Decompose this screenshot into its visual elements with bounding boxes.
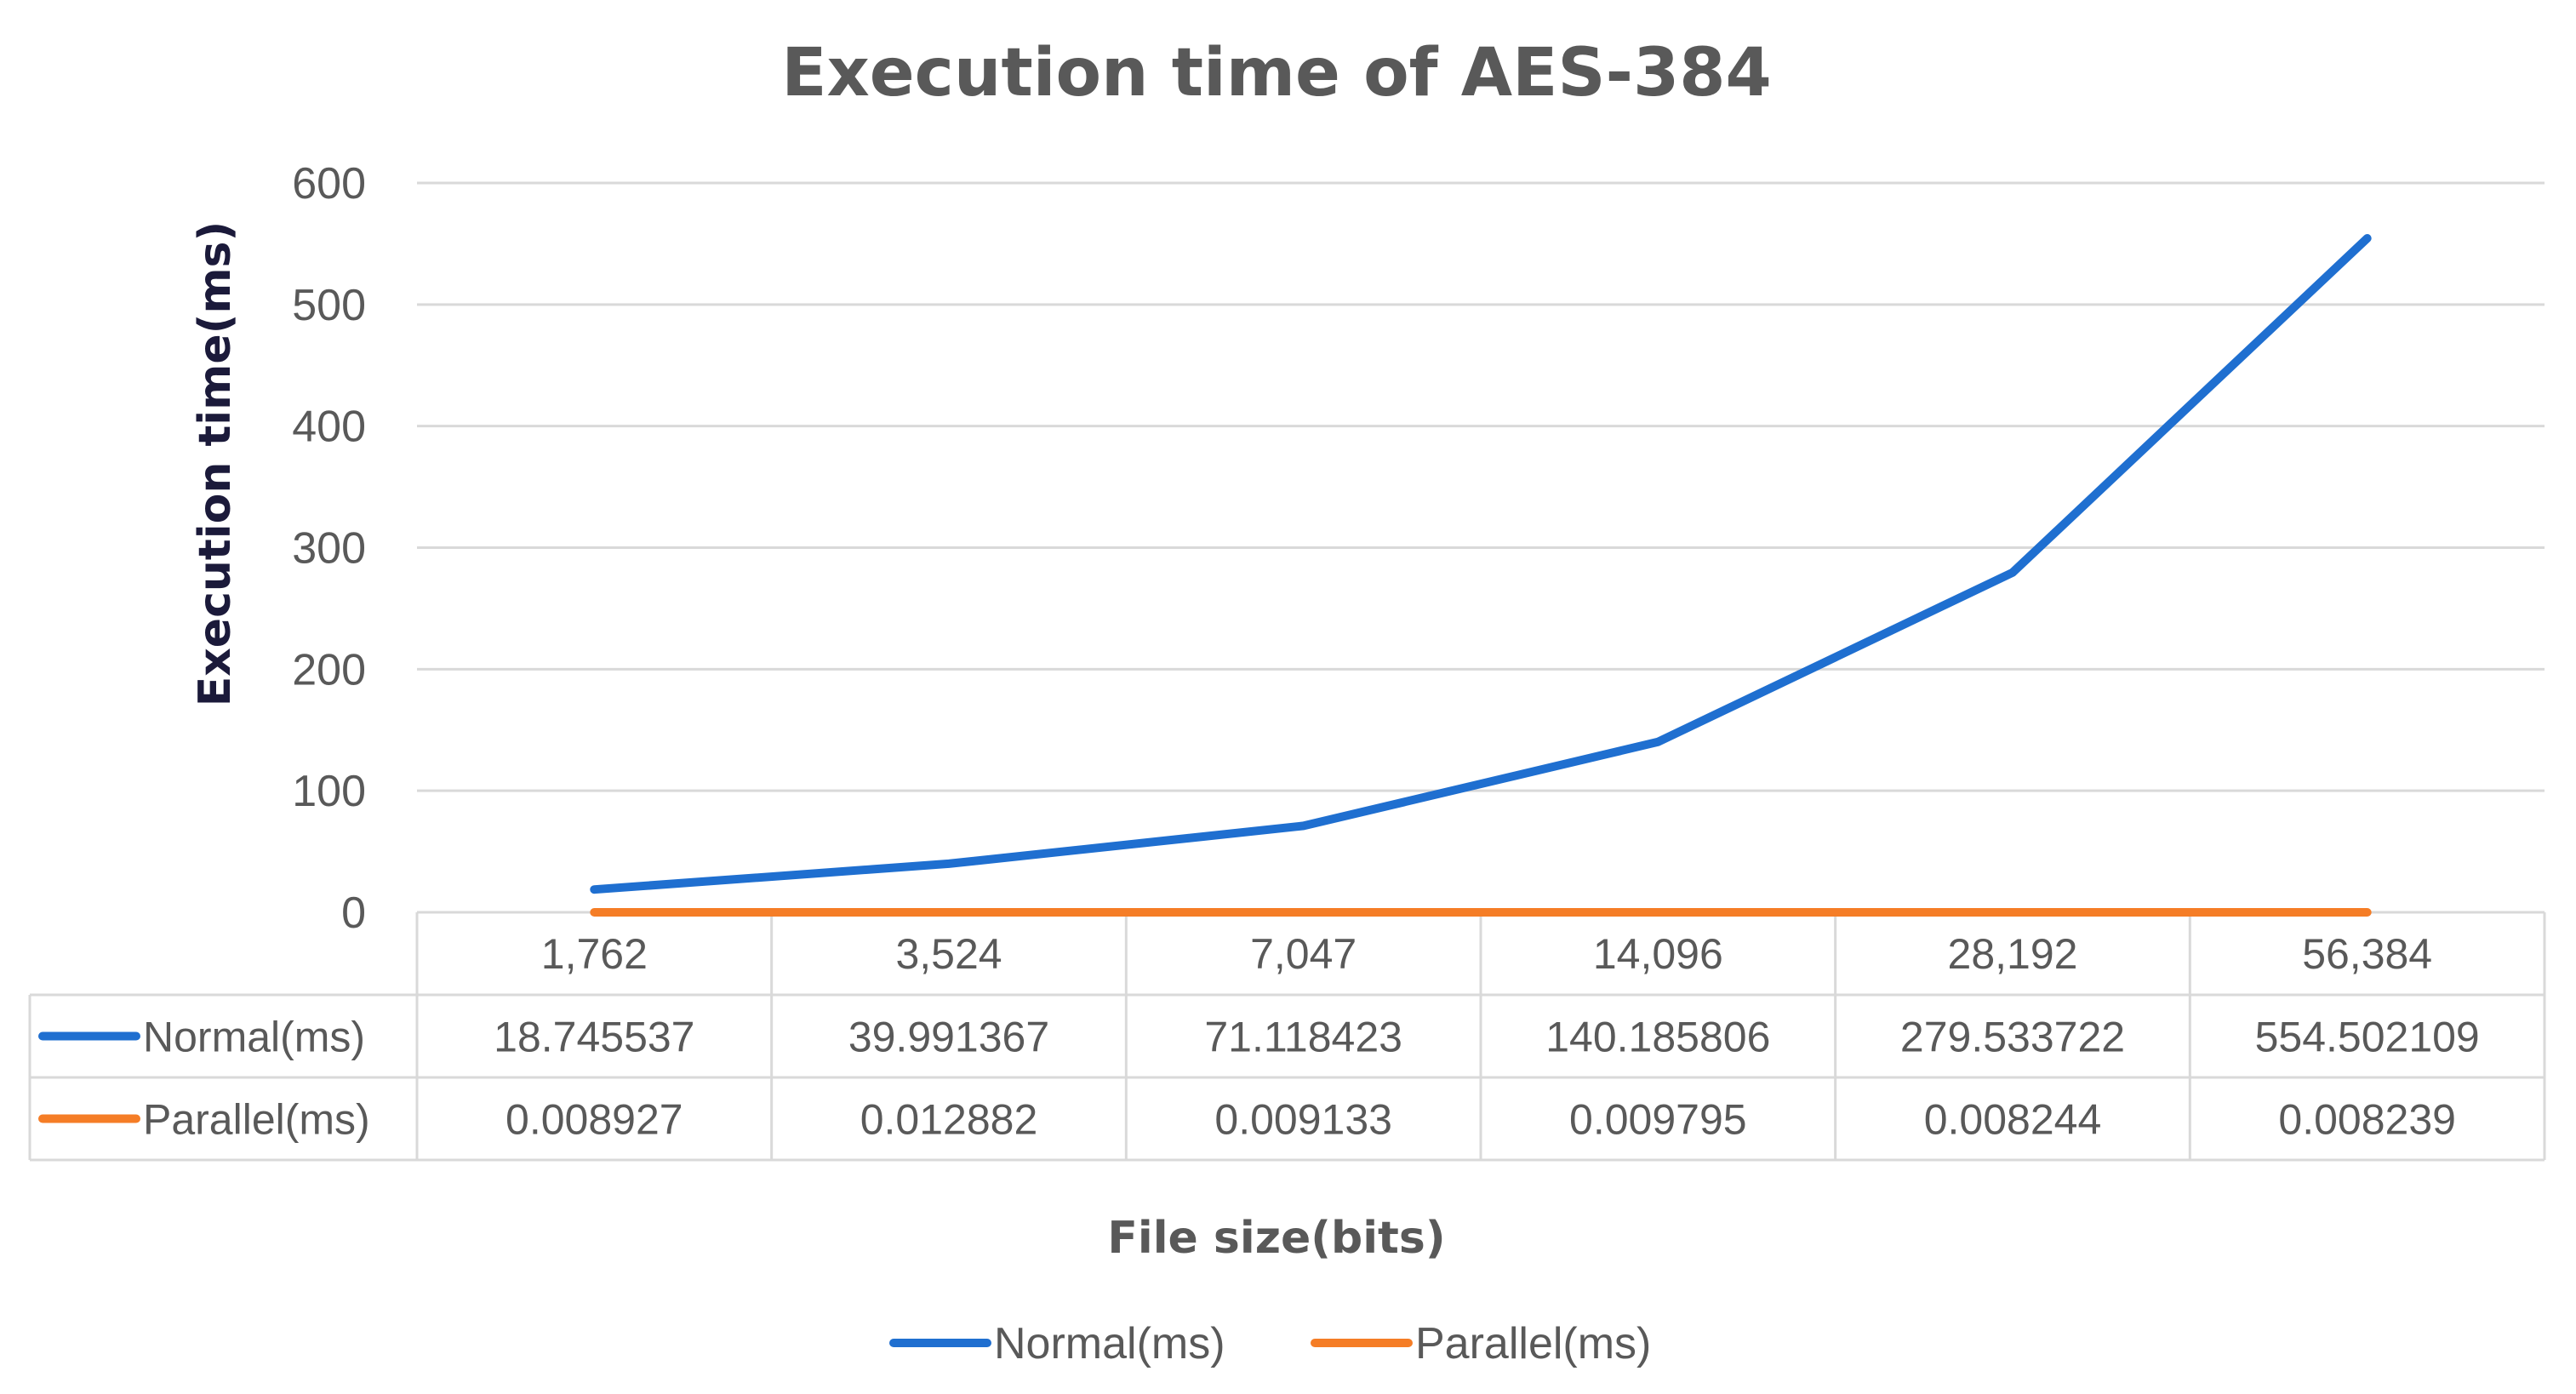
data-label: 39.991367: [848, 1014, 1049, 1061]
data-label: 18.745537: [494, 1014, 694, 1061]
gridlines: [417, 181, 2545, 914]
x-tick-label: 14,096: [1593, 930, 1723, 978]
series-line-0: [590, 234, 2372, 894]
y-tick-label: 600: [292, 159, 366, 209]
y-tick-label: 500: [292, 281, 366, 330]
data-label: 0.009795: [1569, 1096, 1747, 1144]
x-tick-label: 7,047: [1250, 930, 1357, 978]
data-label: 279.533722: [1900, 1014, 2125, 1061]
y-tick-label: 300: [292, 524, 366, 574]
data-label: 0.012882: [860, 1096, 1038, 1144]
data-label: 0.008239: [2278, 1096, 2456, 1144]
data-label: 554.502109: [2255, 1014, 2480, 1061]
y-tick-label: 200: [292, 645, 366, 694]
x-tick-label: 3,524: [895, 930, 1002, 978]
legend-label: Normal(ms): [994, 1319, 1225, 1368]
y-tick-label: 400: [292, 403, 366, 452]
x-tick-label: 28,192: [1948, 930, 2078, 978]
legend-label: Parallel(ms): [1415, 1319, 1651, 1368]
y-tick-label: 0: [341, 888, 366, 938]
data-label: 0.008927: [505, 1096, 683, 1144]
x-axis-title: File size(bits): [1107, 1213, 1445, 1264]
data-table: 1,762 3,524 7,047 14,096 28,192 56,384 Normal(…: [28, 912, 2546, 1162]
table-series-name: Normal(ms): [143, 1014, 365, 1061]
data-label: 0.009133: [1214, 1096, 1392, 1144]
data-label: 0.008244: [1924, 1096, 2102, 1144]
legend: Normal(ms) Parallel(ms): [889, 1319, 1651, 1368]
x-tick-label: 56,384: [2302, 930, 2432, 978]
y-tick-labels: 0 100 200 300 400 500 600: [292, 159, 366, 938]
table-series-name: Parallel(ms): [143, 1096, 370, 1144]
data-label: 140.185806: [1545, 1014, 1770, 1061]
x-tick-label: 1,762: [541, 930, 648, 978]
series-lines: [590, 234, 2372, 917]
y-axis-title: Execution time(ms): [190, 221, 241, 707]
data-label: 71.118423: [1204, 1014, 1402, 1061]
y-tick-label: 100: [292, 767, 366, 816]
chart-title: Execution time of AES-384: [781, 35, 1772, 111]
